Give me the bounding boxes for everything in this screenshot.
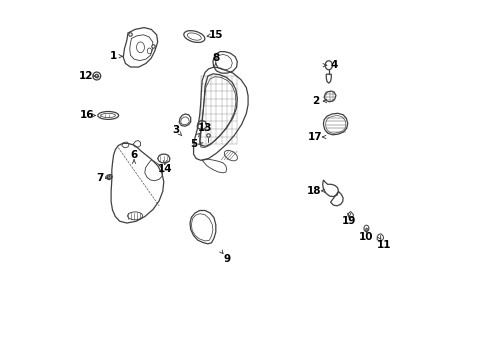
Text: 14: 14 <box>157 164 172 174</box>
Text: 18: 18 <box>306 186 321 196</box>
Text: 6: 6 <box>130 150 138 160</box>
Text: 17: 17 <box>307 132 322 142</box>
Text: 7: 7 <box>97 173 104 183</box>
Text: 11: 11 <box>376 240 391 250</box>
Text: 3: 3 <box>172 125 180 135</box>
Text: 8: 8 <box>212 53 219 63</box>
Text: 4: 4 <box>330 60 337 70</box>
Text: 13: 13 <box>198 123 212 133</box>
Text: 1: 1 <box>110 51 117 61</box>
Text: 2: 2 <box>312 96 319 106</box>
Text: 9: 9 <box>224 254 230 264</box>
Text: 19: 19 <box>341 216 356 226</box>
Text: 5: 5 <box>189 139 197 149</box>
Text: 16: 16 <box>79 111 94 121</box>
Text: 12: 12 <box>79 71 93 81</box>
Text: 15: 15 <box>208 30 223 40</box>
Text: 10: 10 <box>359 232 373 242</box>
